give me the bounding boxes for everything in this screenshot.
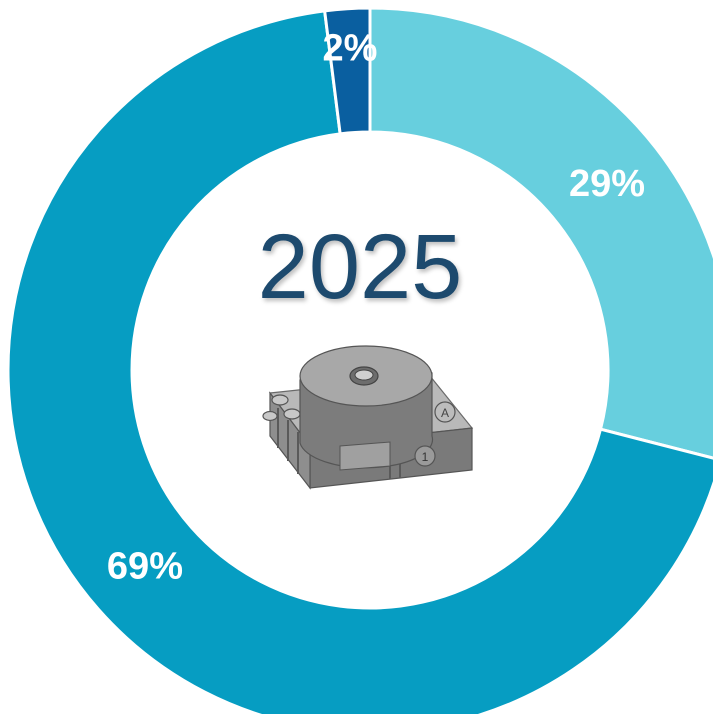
donut-slice-69 — [6, 9, 713, 714]
donut-slices — [6, 6, 713, 714]
donut-labels: 29% 69% 2% — [107, 28, 645, 588]
svg-text:1: 1 — [422, 450, 429, 464]
donut-slice-2 — [322, 6, 372, 136]
svg-text:A: A — [441, 406, 449, 420]
center-year-label: 2025 — [257, 216, 463, 318]
buzzer-component-illustration: A 1 — [262, 345, 474, 490]
slice-label-69: 69% — [107, 545, 183, 587]
slice-label-29: 29% — [569, 163, 645, 205]
slice-label-2: 2% — [322, 28, 377, 70]
donut-slice-29 — [368, 6, 713, 460]
